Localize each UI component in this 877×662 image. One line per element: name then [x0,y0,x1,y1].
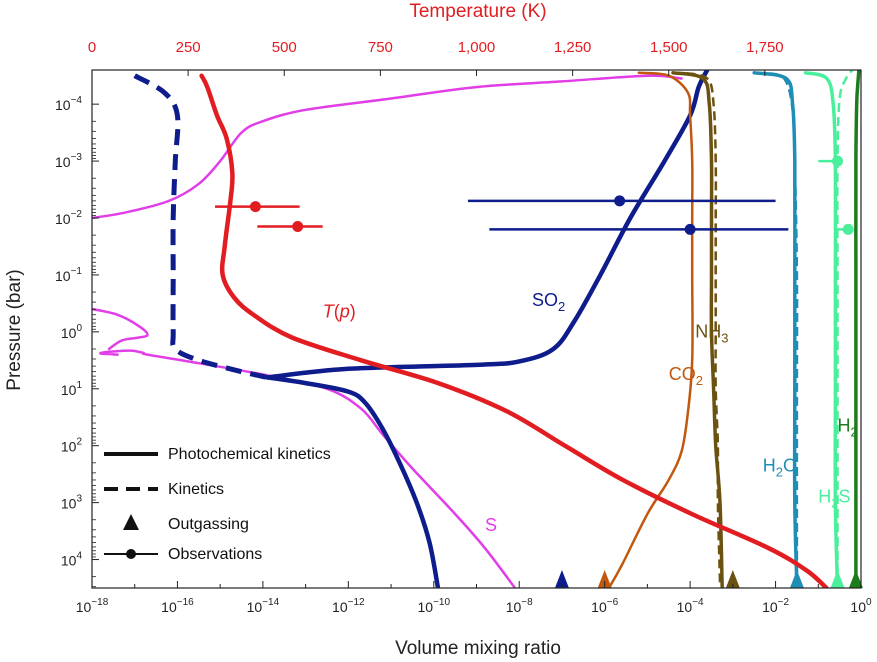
series-line-t-p [199,73,829,588]
series-label-h2o: H2O [763,455,797,479]
x-tick-label: 100 [850,597,872,615]
outgassing-marker-so2 [554,570,569,588]
y-tick-label: 100 [61,323,83,341]
legend-label-outgassing: Outgassing [168,516,249,533]
y-tick-label: 101 [61,380,83,398]
y-tick-label: 10−4 [55,95,82,113]
series-label-s: S [485,515,497,535]
series-line-nh3 [671,71,724,588]
x-tick-label: 10−14 [247,597,280,615]
marker-layer: S SO2 NH3 CO2 H2O H2S H2 T(p) [215,155,863,588]
series-line-h2s [803,71,840,588]
x-tick-label: 10−8 [506,597,533,615]
outgassing-marker-co2 [597,570,612,588]
legend-observation-marker [126,549,136,559]
series-label-h2s: H2S [818,487,850,511]
outgassing-marker-h2 [848,570,863,588]
legend-triangle-icon [123,514,139,530]
series-layer [92,70,861,588]
outgassing-marker-h2s [830,570,845,588]
x-tick-label: 10−16 [161,597,194,615]
legend-label-kinetics: Kinetics [168,481,224,498]
outgassing-marker-h2o [789,570,804,588]
y-axis-label: Pressure (bar) [4,269,25,390]
series-label-nh3: NH3 [695,322,728,346]
y-tick-label: 10−2 [55,209,82,227]
series-line-h2o [752,71,799,588]
observation-point-so2-0 [614,195,626,207]
x-axis-label: Volume mixing ratio [395,638,561,659]
series-line-co2 [607,71,694,588]
top-tick-label: 1,250 [554,39,592,56]
series-label-so2: SO2 [532,290,565,314]
observation-point-h2s-5 [842,223,854,235]
x-tick-label: 10−4 [677,597,704,615]
legend: Photochemical kinetics Kinetics Outgassi… [104,446,331,563]
axes-layer: 10−18 10−16 10−14 10−12 10−10 10−8 10−6 10−4 10−… [55,39,872,615]
x-tick-label: 10−10 [418,597,451,615]
series-line-s-upper [92,307,149,351]
observation-point-t-2 [249,201,261,213]
top-tick-label: 1,000 [458,39,496,56]
observation-point-so2-1 [684,223,696,235]
observation-point-h2s-4 [832,155,844,167]
series-label-t-p: T(p) [323,302,356,322]
top-tick-label: 250 [176,39,201,56]
series-line-so2 [264,375,441,588]
top-tick-label: 1,750 [746,39,784,56]
series-label-co2: CO2 [669,364,703,388]
top-tick-label: 1,500 [650,39,688,56]
observation-point-t-3 [292,221,304,233]
x-tick-label: 10−2 [762,597,789,615]
series-line-so2-upper [264,70,710,380]
x-tick-label: 10−6 [591,597,618,615]
y-tick-label: 103 [61,494,83,512]
top-tick-label: 750 [368,39,393,56]
x-tick-label: 10−12 [332,597,365,615]
series-label-h2: H2 [838,415,858,439]
legend-label-photochemical: Photochemical kinetics [168,446,331,463]
series-line-h2o-kinetics [762,71,799,588]
top-tick-label: 0 [88,39,96,56]
series-line-h2s-kinetics [836,70,854,588]
legend-label-observations: Observations [168,546,262,563]
series-line-so2-kinetics [133,73,268,380]
y-tick-label: 10−1 [55,266,82,284]
x-tick-label: 10−18 [76,597,109,615]
outgassing-marker-nh3 [725,570,740,588]
top-axis-label: Temperature (K) [409,1,546,22]
y-tick-label: 104 [61,551,83,569]
top-tick-label: 500 [272,39,297,56]
y-tick-label: 10−3 [55,152,82,170]
series-line-h2 [854,70,861,588]
y-tick-label: 102 [61,437,83,455]
plot-frame [91,69,862,589]
series-line-s [92,74,683,220]
